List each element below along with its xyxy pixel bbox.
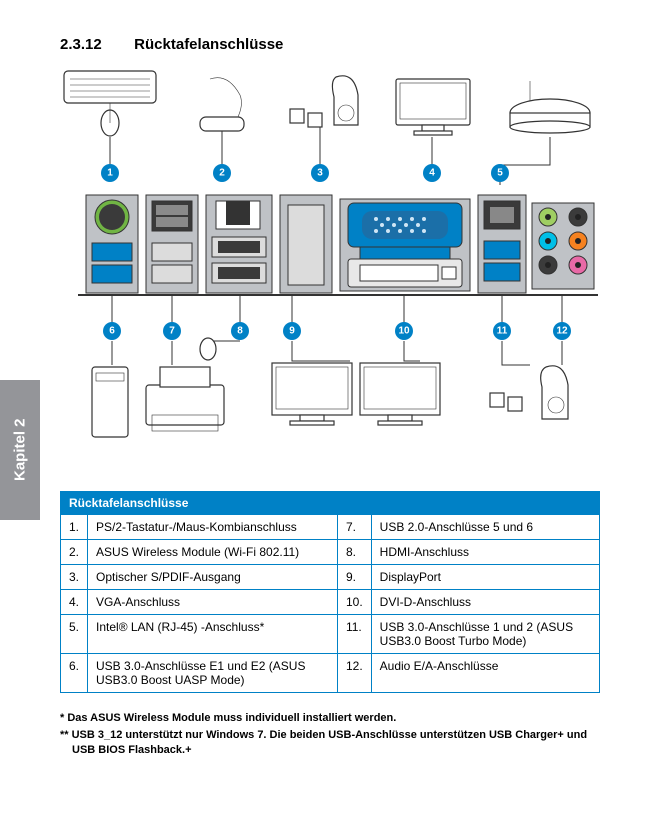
callout-badge: 2 [213, 164, 231, 182]
footnote: * Das ASUS Wireless Module muss individu… [72, 711, 612, 726]
table-row: 2.ASUS Wireless Module (Wi-Fi 802.11) 8.… [61, 540, 600, 565]
keyboard-icon [64, 71, 156, 113]
mouse-icon-bottom [200, 338, 216, 360]
monitor-icon-top [396, 79, 470, 135]
pc-tower-icon [92, 367, 128, 437]
section-number: 2.3.12 [60, 36, 130, 53]
table-row: 3.Optischer S/PDIF-Ausgang 9.DisplayPort [61, 565, 600, 590]
svg-text:11: 11 [497, 326, 508, 337]
monitor-icon [360, 363, 440, 425]
table-row: 4.VGA-Anschluss 10.DVI-D-Anschluss [61, 590, 600, 615]
table-row: 5.Intel® LAN (RJ-45) -Anschluss* 11.USB … [61, 615, 600, 654]
callout-badge: 8 [231, 322, 249, 340]
svg-text:2: 2 [219, 168, 225, 179]
callout-badge: 12 [553, 322, 571, 340]
speaker-icon-top [290, 76, 358, 127]
svg-text:8: 8 [237, 326, 243, 337]
chapter-tab: Kapitel 2 [0, 380, 40, 520]
callout-badge: 6 [103, 322, 121, 340]
footnote: ** USB 3_12 unterstützt nur Windows 7. D… [72, 728, 612, 758]
router-icon [510, 81, 590, 133]
svg-text:9: 9 [289, 326, 295, 337]
callout-badge: 3 [311, 164, 329, 182]
table-row: 6.USB 3.0-Anschlüsse E1 und E2 (ASUS USB… [61, 654, 600, 693]
connector-table: Rücktafelanschlüsse 1.PS/2-Tastatur-/Mau… [60, 491, 600, 693]
svg-text:10: 10 [398, 326, 410, 337]
callout-badge: 5 [491, 164, 509, 182]
monitor-icon [272, 363, 352, 425]
svg-text:3: 3 [317, 168, 323, 179]
svg-text:7: 7 [169, 326, 175, 337]
rear-io-panel [78, 195, 598, 295]
section-heading: 2.3.12 Rücktafelanschlüsse [60, 36, 612, 53]
rear-panel-diagram: 1 2 3 4 5 [60, 65, 600, 473]
table-header: Rücktafelanschlüsse [61, 492, 600, 515]
svg-text:5: 5 [497, 168, 503, 179]
callout-badge: 10 [395, 322, 413, 340]
svg-text:4: 4 [429, 168, 435, 179]
speaker-icon-bottom [490, 366, 568, 419]
callout-badge: 1 [101, 164, 119, 182]
svg-text:1: 1 [107, 168, 113, 179]
table-row: 1.PS/2-Tastatur-/Maus-Kombianschluss 7.U… [61, 515, 600, 540]
callout-badge: 9 [283, 322, 301, 340]
svg-text:6: 6 [109, 326, 115, 337]
wifi-antenna-icon [200, 78, 244, 131]
callout-badge: 7 [163, 322, 181, 340]
printer-icon [146, 367, 224, 431]
section-title: Rücktafelanschlüsse [134, 36, 283, 53]
footnotes: * Das ASUS Wireless Module muss individu… [60, 711, 612, 758]
svg-text:12: 12 [556, 326, 568, 337]
callout-badge: 4 [423, 164, 441, 182]
mouse-icon [101, 110, 119, 136]
callout-badge: 11 [493, 322, 511, 340]
